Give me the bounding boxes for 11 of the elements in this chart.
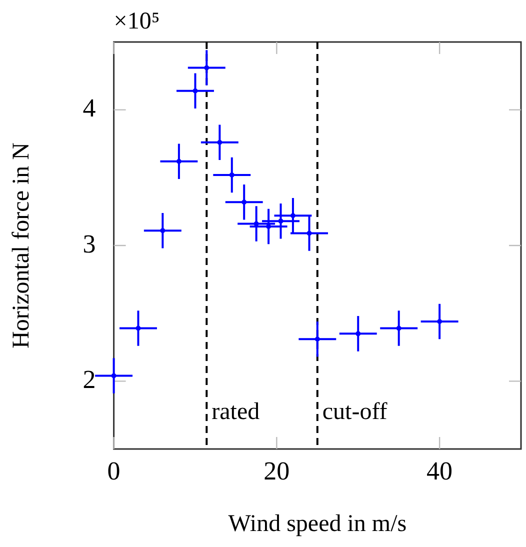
ref-line-label: rated — [212, 399, 260, 425]
text: ×10⁵ — [114, 8, 160, 34]
y-axis-title: Horizontal force in N — [8, 142, 35, 348]
x-tick-label: 20 — [264, 456, 290, 486]
x-axis-title: Wind speed in m/s — [228, 510, 407, 537]
y-tick-label: 3 — [82, 229, 96, 258]
x-tick-label: 40 — [426, 456, 453, 486]
x-tick-label: 0 — [107, 456, 120, 486]
y-tick-label: 2 — [82, 364, 96, 394]
ref-line-label: cut-off — [322, 399, 388, 425]
y-tick-label: 4 — [82, 94, 96, 123]
